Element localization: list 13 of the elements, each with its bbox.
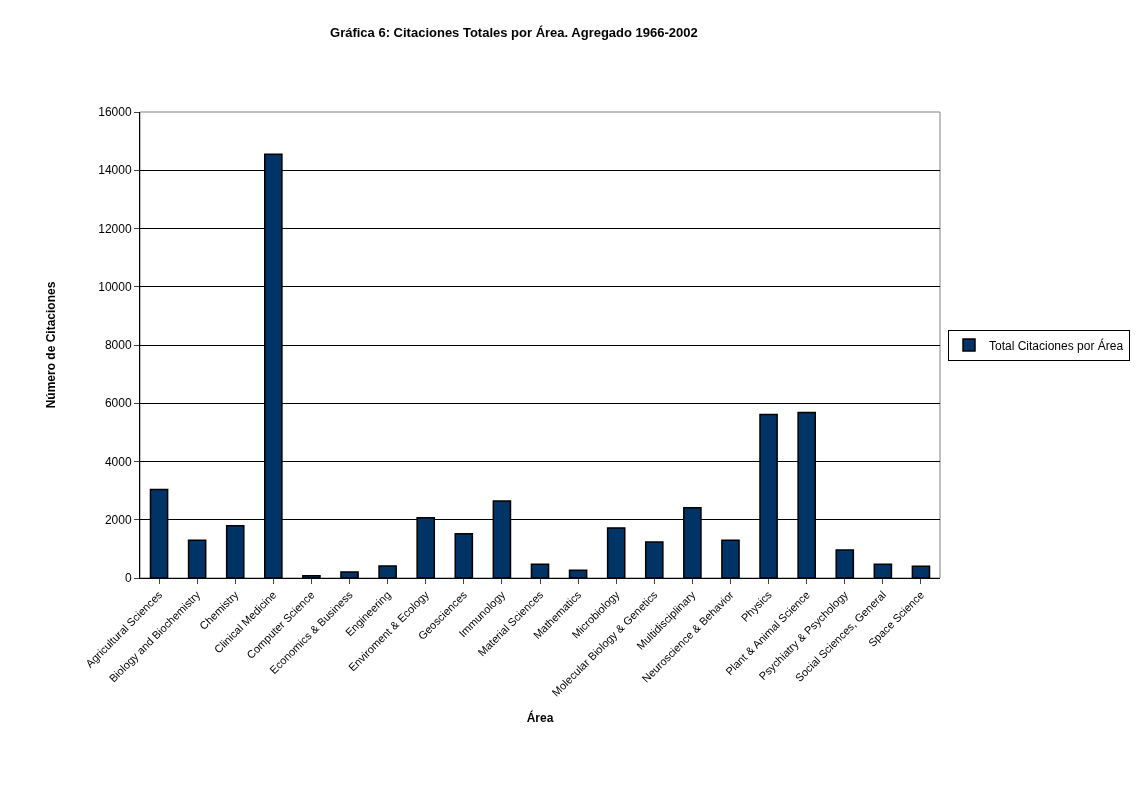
y-tick-label: 6000 xyxy=(104,396,132,411)
chart-title: Gráfica 6: Citaciones Totales por Área. Agregado 1966-2002 xyxy=(330,25,698,41)
legend-label: Total Citaciones por Área xyxy=(989,337,1124,353)
y-tick-label: 12000 xyxy=(98,221,132,236)
y-axis-title: Número de Citaciones xyxy=(43,281,58,409)
y-tick-label: 10000 xyxy=(98,279,132,294)
y-tick-label: 0 xyxy=(124,571,132,586)
y-tick-label: 16000 xyxy=(98,105,132,120)
y-tick-label: 4000 xyxy=(104,454,132,469)
y-tick-label: 2000 xyxy=(104,512,132,527)
y-tick-label: 14000 xyxy=(98,163,132,178)
x-axis-title: Área xyxy=(526,709,554,725)
y-tick-label: 8000 xyxy=(104,338,132,353)
